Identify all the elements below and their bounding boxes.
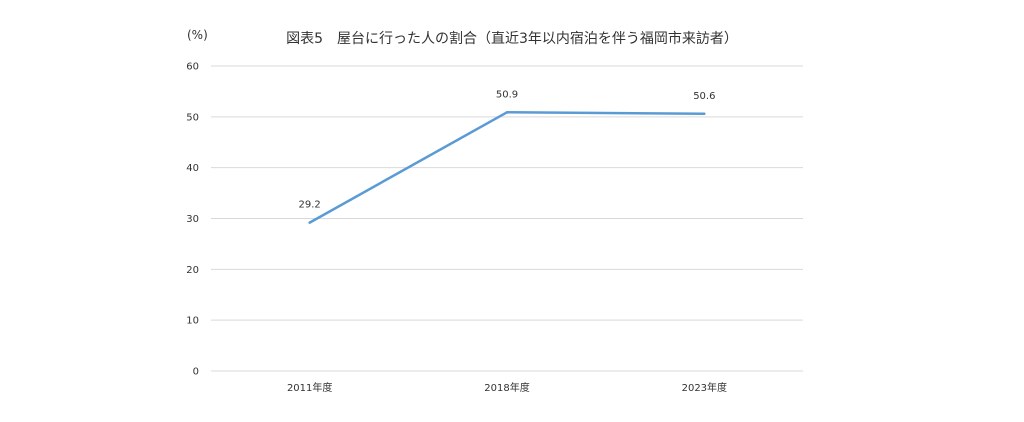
data-labels: 29.2 50.9 50.6 xyxy=(299,89,716,210)
data-point-0 xyxy=(308,221,311,224)
data-point-1 xyxy=(505,111,509,114)
y-tick-label-0: 0 xyxy=(193,367,199,378)
x-tick-label-2: 2023年度 xyxy=(682,381,727,394)
y-tick-label-30: 30 xyxy=(186,214,199,225)
y-tick-label-50: 50 xyxy=(186,112,199,123)
data-label-0: 29.2 xyxy=(299,200,321,211)
y-axis-unit-label: (%) xyxy=(187,28,208,42)
data-label-2: 50.6 xyxy=(693,91,715,102)
y-tick-label-10: 10 xyxy=(186,316,199,327)
data-point-2 xyxy=(703,112,706,115)
x-tick-label-0: 2011年度 xyxy=(287,381,332,394)
y-tick-label-60: 60 xyxy=(186,62,199,73)
y-tick-label-40: 40 xyxy=(186,163,199,174)
gridlines xyxy=(211,65,803,372)
x-axis-ticks: 2011年度 2018年度 2023年度 xyxy=(287,381,727,394)
data-label-1: 50.9 xyxy=(496,89,518,100)
y-axis-ticks: 0 10 20 30 40 50 60 xyxy=(186,62,199,378)
chart-title: 図表5 屋台に行った人の割合（直近3年以内宿泊を伴う福岡市来訪者） xyxy=(286,30,738,47)
series-group xyxy=(308,111,706,224)
x-tick-label-1: 2018年度 xyxy=(484,381,529,394)
y-tick-label-20: 20 xyxy=(186,265,199,276)
